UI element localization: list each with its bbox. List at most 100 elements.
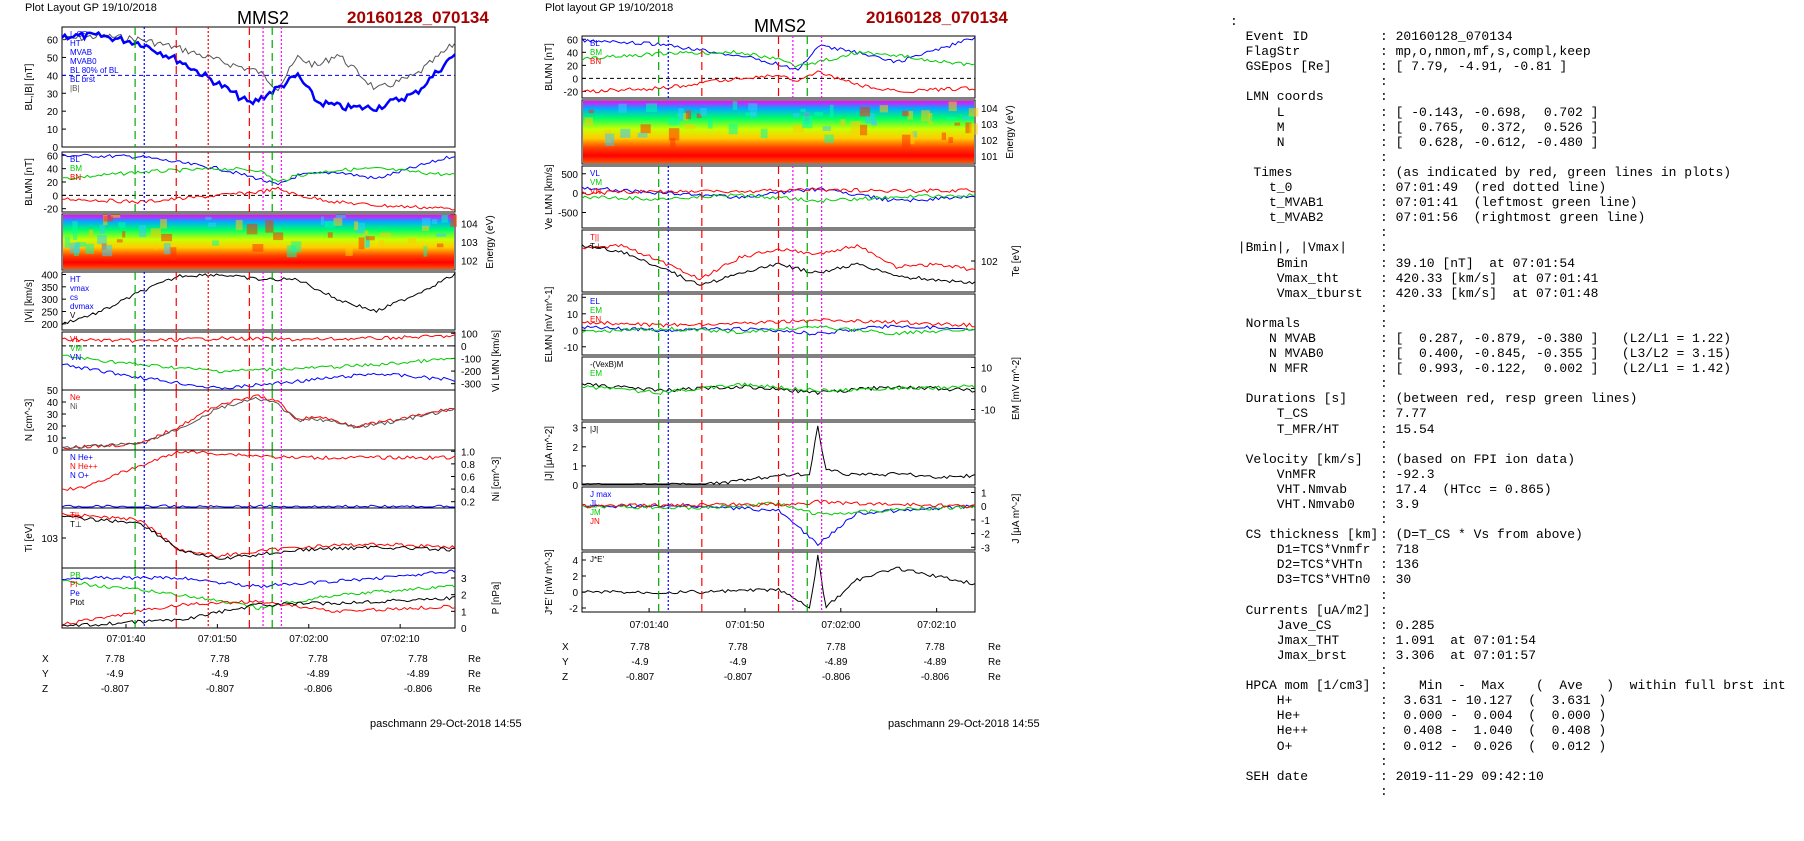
position-value: -0.806 — [404, 684, 433, 695]
legend-entry: MVAB0 — [70, 57, 97, 66]
spectrogram-speckle — [620, 128, 631, 138]
x-tick-label: 07:02:10 — [917, 620, 956, 631]
y-tick-label: 20 — [567, 293, 579, 304]
series-line — [61, 363, 456, 390]
spectrogram-speckle — [682, 113, 689, 121]
spectrogram-speckle — [850, 121, 861, 134]
y-tick-label: -20 — [44, 205, 59, 216]
y-tick-label: 1.0 — [461, 447, 475, 458]
spectrogram-speckle — [324, 220, 336, 228]
y-tick-label: 2 — [572, 572, 578, 583]
summary-line: N MVAB0: [ 0.400, -0.845, -0.355 ] (L3/L… — [1230, 346, 1800, 361]
spectrogram-speckle — [160, 219, 167, 229]
spectrogram-speckle — [588, 109, 594, 114]
y-tick-label: 400 — [41, 270, 58, 281]
y-tick-label: 350 — [41, 283, 58, 294]
position-axis-label: X — [42, 654, 49, 665]
y-tick-label: 20 — [567, 61, 579, 72]
legend-entry: PB — [70, 571, 81, 580]
y-tick-label: 200 — [41, 320, 58, 331]
legend-entry: -(VexB)M — [590, 360, 624, 369]
summary-label: t_0 — [1230, 180, 1293, 196]
y-tick-label: 10 — [47, 434, 59, 445]
subplot: 102 Te [eV] T||T⊥ — [581, 229, 1022, 293]
y-tick-label: -20 — [564, 87, 579, 98]
spectrogram-speckle — [353, 221, 359, 231]
summary-line: Times: (as indicated by red, green lines… — [1230, 165, 1800, 180]
y-tick-label: 103 — [981, 120, 998, 131]
series-line — [61, 504, 455, 508]
spectrogram-speckle — [436, 243, 444, 248]
legend-entry: |J| — [590, 425, 598, 434]
spectrogram-speckle — [421, 217, 431, 228]
spectrogram-speckle — [150, 228, 161, 238]
y-axis-label: Energy (eV) — [485, 215, 496, 268]
y-axis-label: |J| [μA m^-2] — [544, 426, 555, 481]
legend-entry: T⊥ — [70, 520, 82, 529]
subplot-frame — [61, 151, 456, 213]
summary-label: Jave_CS — [1230, 617, 1332, 633]
series-line — [61, 396, 456, 450]
y-axis-label: EM [mV m^-2] — [1011, 357, 1022, 420]
summary-value: : — [1380, 240, 1388, 256]
spectrogram-speckle — [901, 134, 911, 148]
summary-value: : — [1380, 149, 1388, 165]
spectrogram-speckle — [928, 117, 933, 121]
summary-line: N MFR: [ 0.993, -0.122, 0.002 ] (L2/L1 =… — [1230, 361, 1800, 376]
x-tick-label: 07:01:40 — [107, 634, 146, 645]
legend-entry: cs — [70, 293, 78, 302]
y-tick-label: 2 — [572, 443, 578, 454]
summary-value: : 420.33 [km/s] at 07:01:41 — [1380, 270, 1599, 286]
spectrogram-speckle — [363, 230, 369, 240]
subplot: 1.0 0.80.6 0.4 0.2 Ni [cm^-3] N He+N He++N O+ — [61, 447, 502, 509]
position-value: 7.78 — [210, 654, 230, 665]
summary-line: : — [1230, 663, 1800, 678]
spectrogram-speckle — [910, 131, 915, 145]
spectrogram-speckle — [99, 224, 105, 234]
legend-entry: VM — [70, 344, 82, 353]
summary-line: Bmin: 39.10 [nT] at 07:01:54 — [1230, 256, 1800, 271]
summary-value: : 0.408 - 1.040 ( 0.408 ) — [1380, 723, 1607, 739]
spectrogram-speckle — [365, 236, 375, 241]
spectrogram-speckle — [118, 222, 126, 228]
legend-entry: BL — [70, 155, 80, 164]
spectrogram-speckle — [273, 232, 284, 241]
summary-label: D1=TCS*Vnmfr — [1230, 542, 1371, 558]
subplot: 103 Ti [eV] T||T⊥ — [24, 507, 456, 569]
summary-label: N MFR — [1230, 361, 1309, 377]
spectrogram-speckle — [941, 132, 947, 140]
spectrogram-speckle — [802, 116, 813, 129]
mid-footer-author: paschmann 29-Oct-2018 14:55 — [888, 718, 1040, 730]
spectrogram-speckle — [380, 232, 391, 237]
summary-value: : [ 0.765, 0.372, 0.526 ] — [1380, 119, 1599, 135]
legend-entry: BN — [70, 173, 81, 182]
legend-entry: JM — [590, 508, 601, 517]
legend-entry: T|| — [70, 511, 79, 520]
summary-line: VnMFR: -92.3 — [1230, 467, 1800, 482]
legend-entry: HT — [70, 39, 81, 48]
summary-value: : 0.000 - 0.004 ( 0.000 ) — [1380, 708, 1607, 724]
summary-label: Durations [s] — [1230, 391, 1348, 407]
position-unit: Re — [988, 642, 1001, 653]
summary-label: T_MFR/HT — [1230, 421, 1340, 437]
position-axis-label: X — [562, 642, 569, 653]
summary-line: O+: 0.012 - 0.026 ( 0.012 ) — [1230, 739, 1800, 754]
summary-value: : — [1380, 512, 1388, 528]
spectrogram-speckle — [436, 233, 446, 237]
summary-value: : (between red, resp green lines) — [1380, 391, 1638, 407]
spectrogram-speckle — [69, 242, 81, 254]
spectrogram-speckle — [379, 239, 384, 248]
legend-entry: HT — [70, 275, 81, 284]
legend-entry: J*E' — [590, 555, 604, 564]
summary-line: Jmax_brst: 3.306 at 07:01:57 — [1230, 648, 1800, 663]
summary-line: L: [ -0.143, -0.698, 0.702 ] — [1230, 105, 1800, 120]
summary-line: H+: 3.631 - 10.127 ( 3.631 ) — [1230, 693, 1800, 708]
summary-line: CS thickness [km]: (D=T_CS * Vs from abo… — [1230, 527, 1800, 542]
position-value: 7.78 — [408, 654, 428, 665]
spectrogram-speckle — [822, 126, 831, 131]
y-tick-label: 102 — [461, 257, 478, 268]
summary-label: Normals — [1230, 315, 1301, 331]
mid-spacecraft-title: MMS2 — [754, 16, 807, 36]
spectrogram-speckle — [684, 124, 695, 130]
summary-line: VHT.Nmvab: 17.4 (HTcc = 0.865) — [1230, 482, 1800, 497]
